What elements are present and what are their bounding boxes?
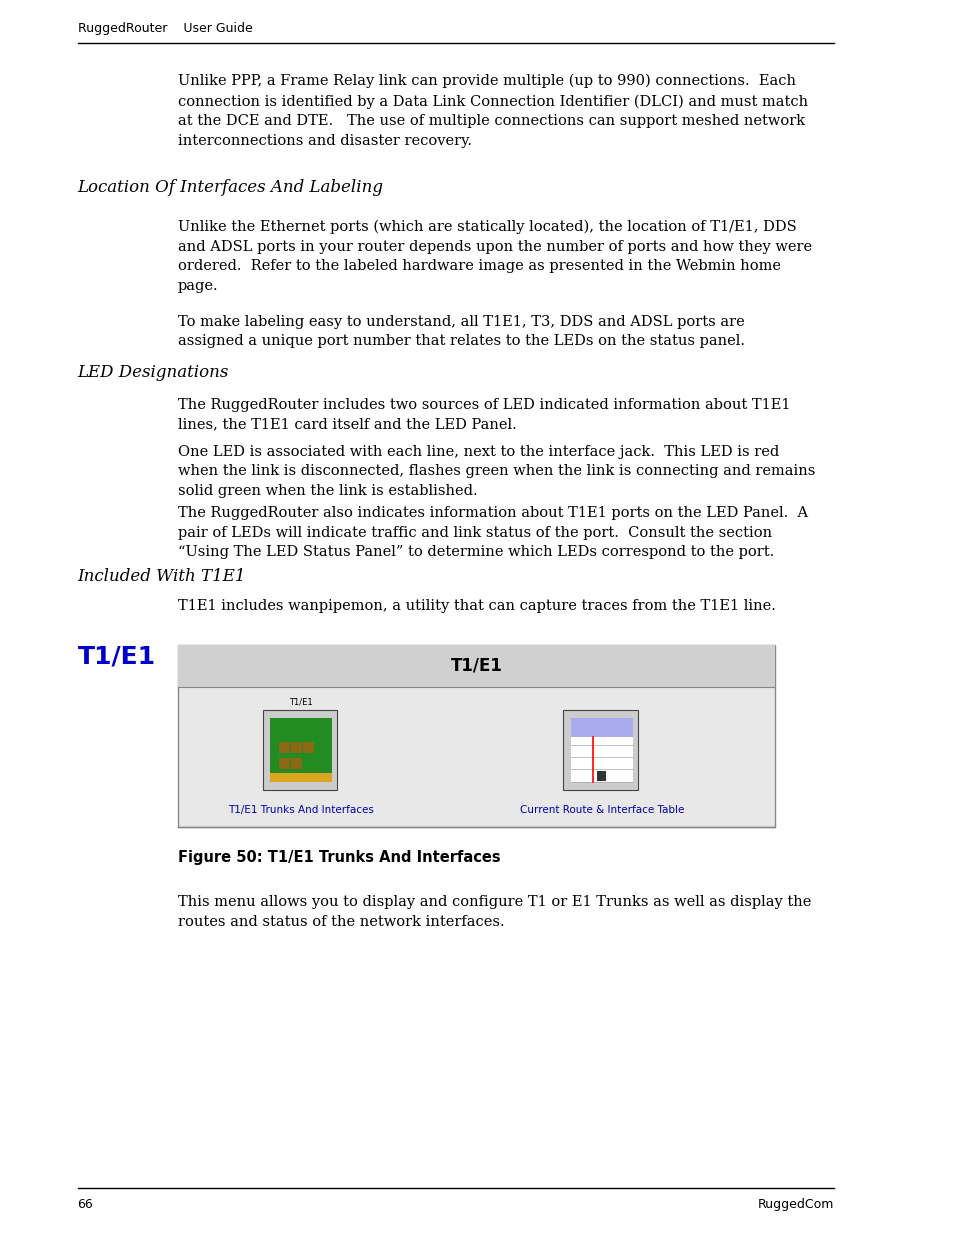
Text: Included With T1E1: Included With T1E1 xyxy=(77,568,246,585)
Text: Figure 50: T1/E1 Trunks And Interfaces: Figure 50: T1/E1 Trunks And Interfaces xyxy=(177,850,500,864)
FancyBboxPatch shape xyxy=(302,742,314,753)
Text: T1/E1 Trunks And Interfaces: T1/E1 Trunks And Interfaces xyxy=(228,805,374,815)
Text: T1/E1: T1/E1 xyxy=(289,698,313,706)
Text: One LED is associated with each line, next to the interface jack.  This LED is r: One LED is associated with each line, ne… xyxy=(177,445,814,498)
FancyBboxPatch shape xyxy=(291,742,301,753)
Text: T1/E1: T1/E1 xyxy=(77,645,155,668)
Text: To make labeling easy to understand, all T1E1, T3, DDS and ADSL ports are
assign: To make labeling easy to understand, all… xyxy=(177,315,744,348)
Text: RuggedRouter    User Guide: RuggedRouter User Guide xyxy=(77,21,252,35)
Text: Unlike PPP, a Frame Relay link can provide multiple (up to 990) connections.  Ea: Unlike PPP, a Frame Relay link can provi… xyxy=(177,74,807,147)
Text: RuggedCom: RuggedCom xyxy=(757,1198,834,1212)
Text: The RuggedRouter also indicates information about T1E1 ports on the LED Panel.  : The RuggedRouter also indicates informat… xyxy=(177,506,807,559)
FancyBboxPatch shape xyxy=(270,718,332,782)
FancyBboxPatch shape xyxy=(570,718,632,737)
Text: Location Of Interfaces And Labeling: Location Of Interfaces And Labeling xyxy=(77,179,383,196)
FancyBboxPatch shape xyxy=(570,718,632,782)
FancyBboxPatch shape xyxy=(563,710,638,790)
FancyBboxPatch shape xyxy=(270,773,332,782)
FancyBboxPatch shape xyxy=(262,710,337,790)
Text: T1/E1: T1/E1 xyxy=(450,657,502,674)
Text: 66: 66 xyxy=(77,1198,93,1212)
FancyBboxPatch shape xyxy=(177,645,774,827)
Text: Current Route & Interface Table: Current Route & Interface Table xyxy=(519,805,683,815)
Text: T1E1 includes wanpipemon, a utility that can capture traces from the T1E1 line.: T1E1 includes wanpipemon, a utility that… xyxy=(177,599,775,613)
FancyBboxPatch shape xyxy=(278,758,290,769)
FancyBboxPatch shape xyxy=(597,771,606,781)
FancyBboxPatch shape xyxy=(177,645,774,687)
Text: The RuggedRouter includes two sources of LED indicated information about T1E1
li: The RuggedRouter includes two sources of… xyxy=(177,398,789,431)
FancyBboxPatch shape xyxy=(291,758,301,769)
Text: LED Designations: LED Designations xyxy=(77,364,229,382)
FancyBboxPatch shape xyxy=(278,742,290,753)
Text: Unlike the Ethernet ports (which are statically located), the location of T1/E1,: Unlike the Ethernet ports (which are sta… xyxy=(177,220,811,293)
Text: This menu allows you to display and configure T1 or E1 Trunks as well as display: This menu allows you to display and conf… xyxy=(177,895,810,929)
